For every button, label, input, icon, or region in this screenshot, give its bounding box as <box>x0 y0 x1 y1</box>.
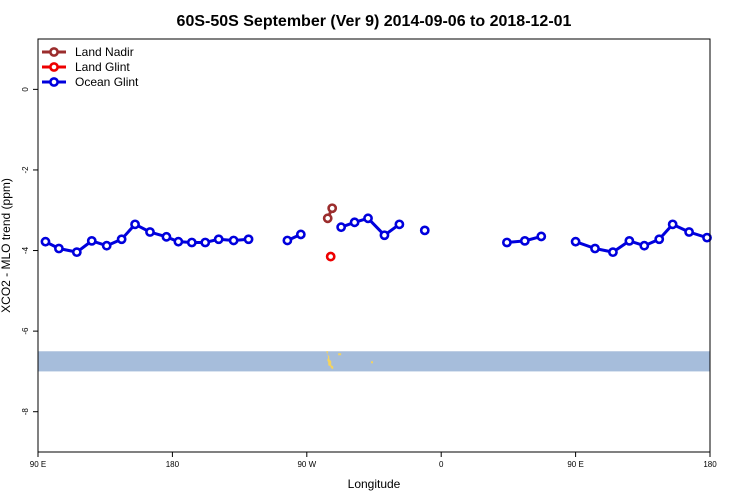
data-point <box>243 234 254 245</box>
series-land-glint <box>325 251 336 262</box>
data-point <box>86 235 97 246</box>
legend-item-land-nadir: Land Nadir <box>42 45 134 59</box>
data-point <box>295 229 306 240</box>
data-point <box>570 236 581 247</box>
land-south-georgia <box>371 361 374 364</box>
x-tick-label: 90 W <box>297 460 316 469</box>
data-point <box>71 247 82 258</box>
data-point <box>363 213 373 224</box>
data-point <box>654 234 665 245</box>
data-point <box>322 213 333 224</box>
data-point <box>336 222 347 233</box>
data-point <box>349 217 360 228</box>
data-point <box>667 219 678 230</box>
x-axis-title: Longitude <box>348 477 401 491</box>
data-point <box>200 237 211 248</box>
data-point <box>40 236 51 247</box>
data-point <box>228 235 239 246</box>
legend-marker <box>49 47 59 57</box>
data-point <box>130 219 140 230</box>
y-tick-label: -4 <box>21 246 30 254</box>
y-tick-label: -8 <box>21 408 30 416</box>
x-tick-label: 90 E <box>567 460 583 469</box>
data-point <box>282 235 293 246</box>
legend-label: Ocean Glint <box>75 75 139 89</box>
data-point <box>186 237 197 248</box>
data-point <box>116 234 127 245</box>
x-tick-label: 180 <box>703 460 717 469</box>
legend-item-ocean-glint: Ocean Glint <box>42 75 139 89</box>
series-layer <box>40 203 712 262</box>
y-tick-label: 0 <box>21 87 30 92</box>
data-point <box>639 240 650 251</box>
axes: 90 E 180 90 W 0 90 E 180 0 -2 -4 -6 -8 <box>21 87 717 469</box>
x-tick-label: 0 <box>439 460 444 469</box>
data-point <box>684 227 694 237</box>
data-point <box>519 235 530 246</box>
data-point <box>590 243 600 254</box>
data-point <box>213 234 224 245</box>
chart-title: 60S-50S September (Ver 9) 2014-09-06 to … <box>177 13 572 30</box>
y-axis-title: XCO2 - MLO trend (ppm) <box>0 178 13 313</box>
land-falkland-islands <box>338 353 342 356</box>
legend-marker <box>49 62 59 72</box>
data-point <box>173 236 184 247</box>
legend-label: Land Glint <box>75 60 130 74</box>
y-tick-label: -6 <box>21 327 30 335</box>
data-point <box>161 231 172 242</box>
legend-label: Land Nadir <box>75 45 134 59</box>
data-point <box>325 251 336 262</box>
x-tick-label: 90 E <box>30 460 46 469</box>
ocean-band <box>38 351 710 372</box>
data-point <box>54 243 64 254</box>
data-point <box>419 225 430 236</box>
series-ocean-glint <box>40 213 712 258</box>
data-point <box>394 219 405 230</box>
data-point <box>608 247 618 258</box>
map-strip <box>38 351 710 372</box>
data-point <box>327 203 338 214</box>
data-point <box>624 235 635 246</box>
data-point <box>502 237 512 248</box>
data-point <box>379 230 390 241</box>
legend-marker <box>49 77 59 87</box>
data-point <box>145 227 155 237</box>
land-south-america <box>326 351 334 370</box>
data-point <box>101 240 112 251</box>
y-tick-label: -2 <box>21 166 30 174</box>
data-point <box>536 231 547 242</box>
data-point <box>702 232 712 243</box>
series-land-nadir <box>322 203 338 224</box>
plot-frame <box>37 38 711 453</box>
x-tick-label: 180 <box>166 460 180 469</box>
legend-item-land-glint: Land Glint <box>42 60 130 74</box>
